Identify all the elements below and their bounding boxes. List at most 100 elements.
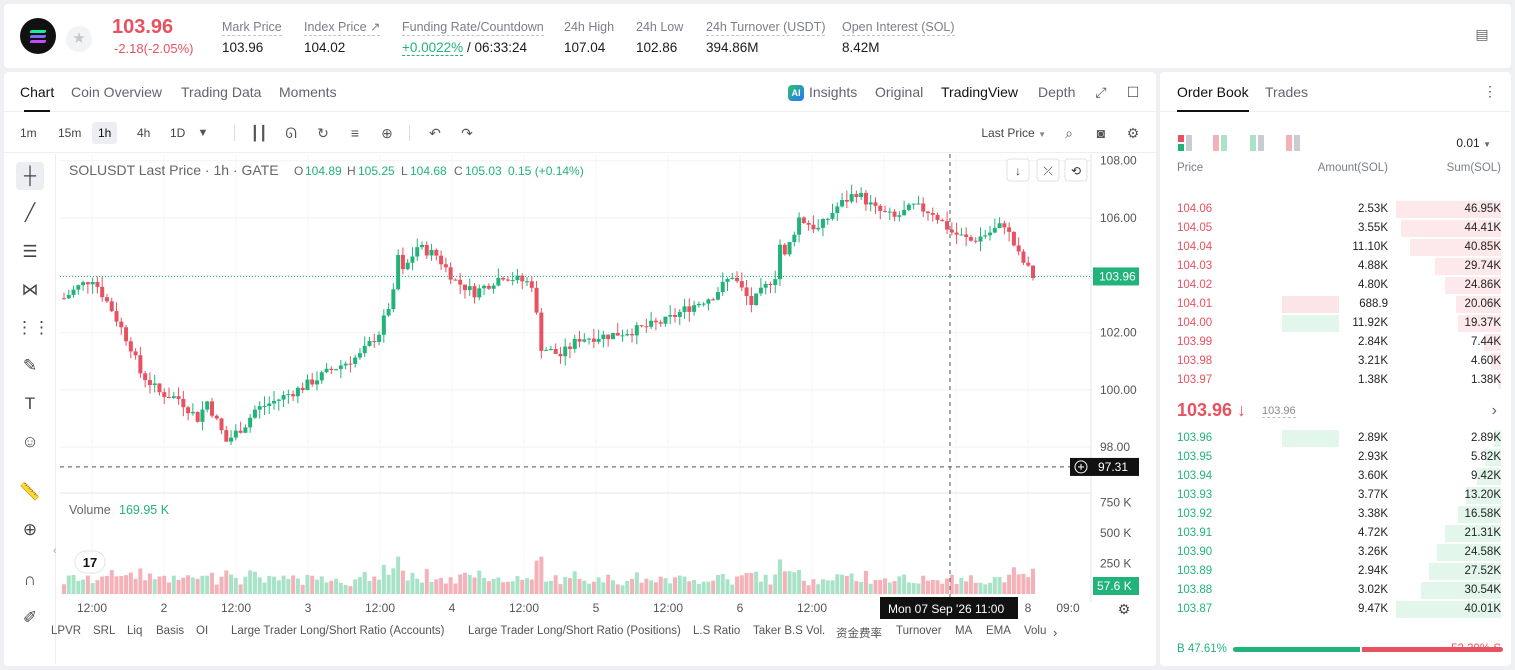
timeframe-1d[interactable]: 1D — [170, 126, 186, 140]
ask-row[interactable]: 104.05 3.55K 44.41K — [1160, 219, 1511, 238]
indicator-volume[interactable]: Volu — [1024, 625, 1047, 637]
magnet-icon[interactable]: ∩ — [23, 570, 37, 589]
pattern-icon[interactable]: ⋈ — [21, 280, 39, 299]
bid-row[interactable]: 103.95 2.93K 5.82K — [1160, 448, 1511, 467]
row-sum: 44.41K — [1464, 222, 1501, 234]
brush-icon[interactable]: ✎ — [22, 356, 38, 375]
ask-row[interactable]: 104.04 11.10K 40.85K — [1160, 238, 1511, 257]
view-original[interactable]: Original — [875, 84, 924, 100]
timeframe-1m[interactable]: 1m — [20, 126, 37, 140]
indicators-icon[interactable]: ᘏ — [285, 125, 297, 141]
indicator-turnover[interactable]: Turnover — [896, 625, 942, 637]
ask-row[interactable]: 104.06 2.53K 46.95K — [1160, 200, 1511, 219]
indicator-oi[interactable]: OI — [196, 625, 209, 637]
price-chart[interactable]: SOLUSDT Last Price · 1h · GATE O 104.89 H 10… — [4, 72, 1156, 666]
bid-row[interactable]: 103.94 3.60K 9.42K — [1160, 467, 1511, 486]
bid-row[interactable]: 103.90 3.26K 24.58K — [1160, 543, 1511, 562]
indicator-ma[interactable]: MA — [955, 625, 973, 637]
candle-type-icon[interactable]: ┃┃ — [250, 125, 268, 141]
bid-row[interactable]: 103.91 4.72K 21.31K — [1160, 524, 1511, 543]
bid-row[interactable]: 103.96 2.89K 2.89K — [1160, 429, 1511, 448]
timeframe-1h[interactable]: 1h — [92, 122, 118, 144]
more-icon[interactable]: ⋮ — [1483, 83, 1497, 99]
emoji-icon[interactable]: ☺ — [21, 432, 39, 451]
bid-row[interactable]: 103.93 3.77K 13.20K — [1160, 486, 1511, 505]
indicator-funding-rate[interactable]: 资金费率 — [836, 628, 882, 640]
indicator-basis[interactable]: Basis — [156, 625, 185, 637]
replay-icon[interactable]: ↻ — [317, 125, 329, 141]
layout-bids-icon[interactable] — [1250, 135, 1266, 151]
camera-icon[interactable]: ◙ — [1096, 125, 1106, 141]
volume-bar — [696, 584, 701, 594]
tab-coin-overview[interactable]: Coin Overview — [71, 84, 163, 100]
bid-row[interactable]: 103.89 2.94K 27.52K — [1160, 562, 1511, 581]
layout-split-icon[interactable] — [1213, 135, 1229, 151]
expand-icon[interactable]: ⤢ — [1095, 84, 1107, 100]
zoom-in-icon[interactable]: ⊕ — [22, 520, 38, 539]
candle-body — [902, 209, 907, 216]
ask-row[interactable]: 104.00 11.92K 19.37K — [1160, 314, 1511, 333]
row-sum: 27.52K — [1464, 565, 1501, 577]
layout-asks-icon[interactable] — [1286, 135, 1302, 151]
view-depth[interactable]: Depth — [1038, 84, 1076, 100]
ohlc-chg: 0.15 (+0.14%) — [508, 164, 584, 178]
chevron-right-icon[interactable]: › — [1491, 402, 1497, 419]
time-tick: 6 — [737, 601, 744, 615]
notebook-icon[interactable]: ▤ — [1475, 26, 1489, 42]
ruler-icon[interactable]: 📏 — [19, 482, 41, 501]
tab-order-book[interactable]: Order Book — [1177, 84, 1249, 112]
settings-icon[interactable]: ⚙ — [1126, 125, 1140, 141]
trend-line-icon[interactable]: ╱ — [24, 203, 36, 222]
timeframe-15m[interactable]: 15m — [58, 126, 82, 140]
search-icon[interactable]: ⌕ — [1065, 125, 1073, 141]
ohlc-h_label: H — [347, 164, 356, 178]
add-alert-icon[interactable]: ⊕ — [381, 125, 393, 141]
redo-icon[interactable]: ↷ — [461, 125, 473, 141]
candle-body — [978, 236, 983, 242]
indicator-taker-vol[interactable]: Taker B.S Vol. — [753, 625, 826, 637]
bid-row[interactable]: 103.88 3.02K 30.54K — [1160, 581, 1511, 600]
tab-trading-data[interactable]: Trading Data — [181, 84, 262, 100]
chevron-right-icon[interactable]: › — [1053, 625, 1058, 640]
timeframe-4h[interactable]: 4h — [137, 126, 151, 140]
prediction-icon[interactable]: ⋮⋮ — [16, 318, 50, 337]
ask-row[interactable]: 103.99 2.84K 7.44K — [1160, 333, 1511, 352]
template-icon[interactable]: ≡ — [350, 125, 360, 141]
ask-row[interactable]: 103.97 1.38K 1.38K — [1160, 371, 1511, 390]
undo-icon[interactable]: ↶ — [429, 125, 441, 141]
candle-body — [811, 224, 816, 230]
crosshair-icon[interactable]: ┼ — [16, 162, 44, 190]
view-tradingview[interactable]: TradingView — [941, 84, 1019, 100]
volume-bar — [988, 582, 993, 594]
precision-select[interactable]: 0.01 ▼ — [1456, 136, 1491, 150]
price-type-select[interactable]: Last Price ▼ — [981, 126, 1046, 140]
tab-moments[interactable]: Moments — [279, 84, 337, 100]
index-price-stat[interactable]: Index Price ↗ 104.02 — [304, 20, 381, 55]
ask-row[interactable]: 104.01 688.9 20.06K — [1160, 295, 1511, 314]
bid-row[interactable]: 103.92 3.38K 16.58K — [1160, 505, 1511, 524]
indicator-srl[interactable]: SRL — [93, 625, 116, 637]
tab-chart[interactable]: Chart — [20, 84, 55, 112]
indicator-lt-positions[interactable]: Large Trader Long/Short Ratio (Positions… — [468, 625, 681, 637]
insights-button[interactable]: AI Insights — [788, 84, 857, 101]
favorite-star-icon[interactable]: ★ — [66, 26, 92, 52]
fib-lines-icon[interactable]: ☰ — [22, 242, 38, 261]
ask-row[interactable]: 104.03 4.88K 29.74K — [1160, 257, 1511, 276]
tab-trades[interactable]: Trades — [1265, 84, 1309, 100]
text-tool-icon[interactable]: T — [24, 394, 36, 413]
indicator-ls-ratio[interactable]: L.S Ratio — [693, 625, 741, 637]
bid-row[interactable]: 103.87 9.47K 40.01K — [1160, 600, 1511, 619]
ask-row[interactable]: 103.98 3.21K 4.60K — [1160, 352, 1511, 371]
volume-bar — [186, 575, 191, 594]
ask-row[interactable]: 104.02 4.80K 24.86K — [1160, 276, 1511, 295]
layout-both-icon[interactable] — [1178, 135, 1194, 151]
indicator-lpvr[interactable]: LPVR — [51, 625, 82, 637]
indicator-ema[interactable]: EMA — [986, 625, 1011, 637]
eraser-icon[interactable]: ✐ — [22, 608, 38, 627]
window-icon[interactable]: ☐ — [1126, 84, 1140, 100]
indicator-lt-accounts[interactable]: Large Trader Long/Short Ratio (Accounts) — [231, 625, 445, 637]
timeframe-dropdown-icon[interactable]: ▼ — [197, 127, 209, 139]
indicator-liq[interactable]: Liq — [127, 625, 143, 637]
candle-body — [400, 254, 405, 270]
funding-rate-value: +0.0022% — [402, 40, 464, 56]
